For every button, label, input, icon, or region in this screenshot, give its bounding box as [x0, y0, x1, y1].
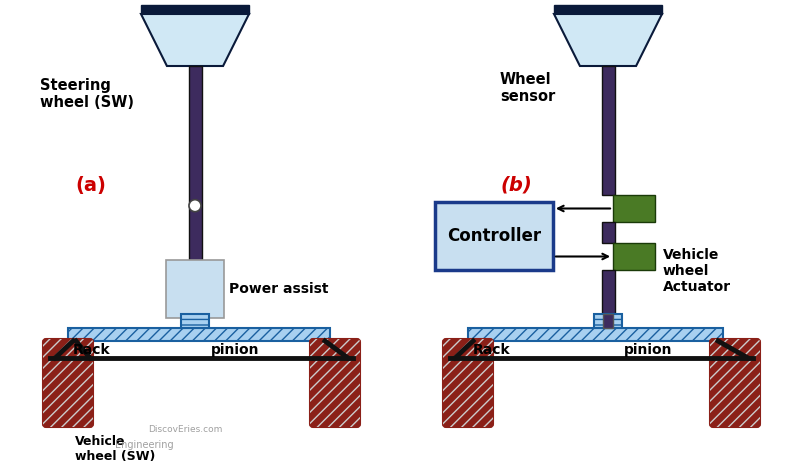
Polygon shape — [141, 14, 249, 66]
Circle shape — [189, 200, 201, 212]
Text: pinion: pinion — [211, 343, 259, 357]
Text: Vehicle
wheel
Actuator: Vehicle wheel Actuator — [663, 248, 731, 295]
Bar — [190, 318, 200, 328]
Bar — [594, 314, 622, 328]
Bar — [435, 202, 553, 270]
Bar — [554, 5, 662, 14]
Text: Controller: Controller — [447, 227, 541, 245]
Bar — [613, 195, 655, 222]
Bar — [166, 260, 224, 318]
Bar — [602, 270, 614, 328]
Bar — [468, 328, 723, 341]
Text: (a): (a) — [75, 175, 106, 195]
Text: Power assist: Power assist — [229, 282, 329, 296]
Bar — [602, 66, 614, 195]
FancyBboxPatch shape — [43, 339, 93, 427]
Text: DiscovEries.com: DiscovEries.com — [148, 425, 222, 434]
Text: Rack: Rack — [73, 343, 110, 357]
Bar — [613, 243, 655, 270]
Bar — [602, 222, 614, 243]
FancyBboxPatch shape — [710, 339, 760, 427]
FancyBboxPatch shape — [310, 339, 360, 427]
Bar — [603, 314, 613, 328]
Bar — [181, 314, 209, 328]
Text: Engineering: Engineering — [115, 440, 174, 450]
Text: pinion: pinion — [624, 343, 673, 357]
Text: Steering
wheel (SW): Steering wheel (SW) — [40, 78, 134, 110]
Text: Vehicle
wheel (SW): Vehicle wheel (SW) — [75, 435, 155, 463]
FancyBboxPatch shape — [443, 339, 493, 427]
Text: Rack: Rack — [473, 343, 510, 357]
Polygon shape — [554, 14, 662, 66]
Text: Wheel
sensor: Wheel sensor — [500, 72, 555, 105]
Bar — [189, 66, 202, 260]
Bar — [141, 5, 249, 14]
Text: (b): (b) — [500, 175, 532, 195]
Bar — [68, 328, 330, 341]
